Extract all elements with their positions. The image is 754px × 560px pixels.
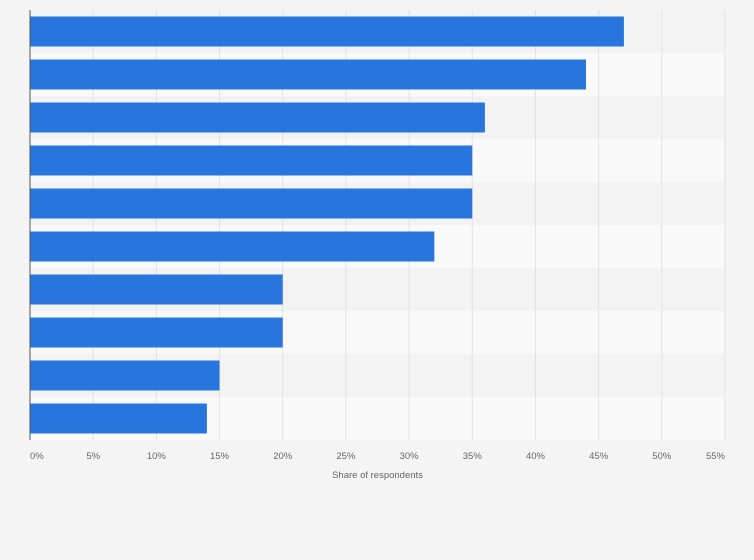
bars <box>30 16 624 434</box>
x-tick-label: 0% <box>30 451 44 462</box>
x-tick-label: 40% <box>526 451 546 462</box>
bar <box>30 360 220 391</box>
x-tick-label: 20% <box>273 451 293 462</box>
x-tick-label: 55% <box>706 451 726 462</box>
x-axis-title: Share of respondents <box>332 470 423 481</box>
x-axis-tick-labels: 0% 5% 10% 15% 20% 25% 30% 35% 40% 45% 50% 55% <box>30 451 726 462</box>
x-tick-label: 5% <box>86 451 100 462</box>
x-tick-label: 15% <box>210 451 230 462</box>
bar <box>30 16 624 47</box>
bar <box>30 403 207 434</box>
x-tick-label: 35% <box>463 451 483 462</box>
bar <box>30 274 283 305</box>
x-tick-label: 25% <box>336 451 356 462</box>
bar <box>30 317 283 348</box>
x-tick-label: 30% <box>400 451 420 462</box>
bar <box>30 102 485 133</box>
bar <box>30 188 473 219</box>
bar <box>30 145 473 176</box>
x-tick-label: 45% <box>589 451 609 462</box>
bar <box>30 231 435 262</box>
bar <box>30 59 586 90</box>
x-tick-label: 50% <box>652 451 672 462</box>
x-tick-label: 10% <box>147 451 167 462</box>
